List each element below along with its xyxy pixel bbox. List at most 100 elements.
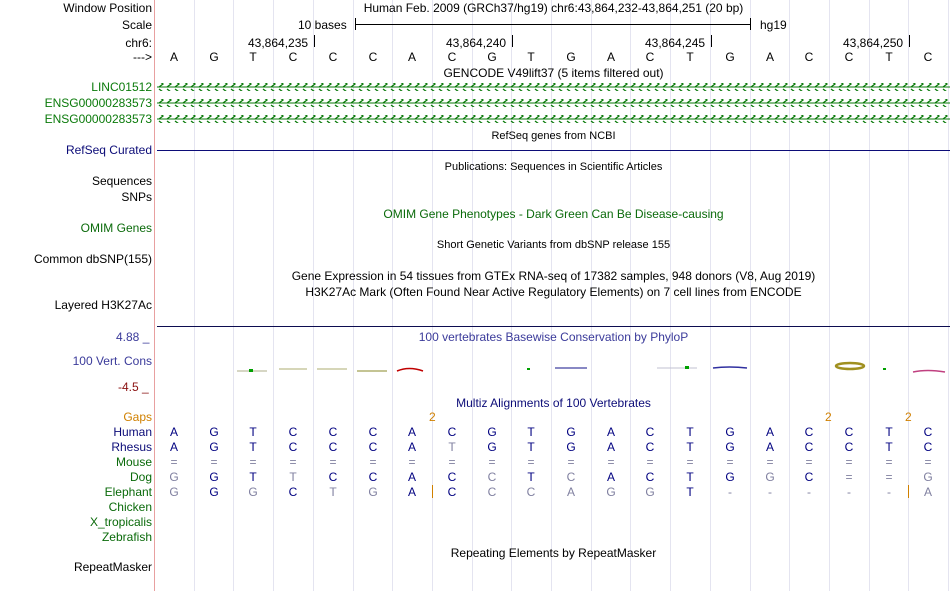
alignment-base: = [567,455,575,469]
common-dbsnp-label[interactable]: Common dbSNP(155) [33,252,152,266]
sequence-base: C [288,50,298,64]
alignment-base: = [408,455,416,469]
alignment-base: - [807,485,811,499]
assembly-position-text[interactable]: Human Feb. 2009 (GRCh37/hg19) chr6:43,86… [363,1,744,15]
gene-label-linc01512[interactable]: LINC01512 [91,80,152,94]
repeatmasker-label[interactable]: RepeatMasker [73,560,152,574]
alignment-base: C [288,425,298,439]
alignment-base: T [885,440,893,454]
alignment-base: G [169,470,179,484]
repeatmasker-track-title[interactable]: Repeating Elements by RepeatMasker [450,546,657,560]
scale-db-text: hg19 [760,18,787,32]
alignment-base: = [845,470,853,484]
species-label-zebrafish[interactable]: Zebrafish [101,530,152,544]
alignment-base: T [249,425,257,439]
alignment-base: = [488,455,496,469]
grid-line [392,0,393,591]
refseq-curated-label[interactable]: RefSeq Curated [65,143,152,157]
alignment-base: T [527,425,535,439]
alignment-base: T [289,470,297,484]
gene-label-ensg-2[interactable]: ENSG00000283573 [44,112,152,126]
alignment-base: G [209,425,219,439]
gencode-track-title[interactable]: GENCODE V49lift37 (5 items filtered out) [443,66,664,80]
alignment-base: = [170,455,178,469]
phylop-track-title[interactable]: 100 vertebrates Basewise Conservation by… [418,330,689,344]
gene-label-ensg-1[interactable]: ENSG00000283573 [44,96,152,110]
alignment-base: C [447,425,457,439]
species-label-chicken[interactable]: Chicken [108,500,152,514]
grid-line [710,0,711,591]
alignment-base: G [209,485,219,499]
scale-bar-right-tick [750,18,751,30]
alignment-base: C [844,425,854,439]
phylop-conservation-plot[interactable] [157,356,950,378]
grid-line [273,0,274,591]
position-label: 43,864,235 [248,36,309,50]
chromosome-label: chr6: [125,36,152,50]
alignment-base: C [368,425,378,439]
alignment-base: A [923,485,932,499]
sequence-base: T [686,50,694,64]
alignment-base: T [527,470,535,484]
alignment-base: C [487,470,497,484]
publications-track-title[interactable]: Publications: Sequences in Scientific Ar… [444,161,663,173]
refseq-track-title[interactable]: RefSeq genes from NCBI [491,130,616,142]
alignment-base: A [765,440,774,454]
phylop-label[interactable]: 100 Vert. Cons [72,354,152,368]
alignment-base: A [606,470,615,484]
alignment-base: C [368,470,378,484]
species-label-rhesus[interactable]: Rhesus [111,440,152,454]
alignment-base: = [924,455,932,469]
alignment-base: T [527,440,535,454]
phylop-max-value: 4.88 _ [116,330,150,344]
h3k27ac-track-title[interactable]: H3K27Ac Mark (Often Found Near Active Re… [305,285,802,299]
alignment-base: C [328,470,338,484]
omim-genes-label[interactable]: OMIM Genes [80,221,152,235]
position-tick [512,35,513,47]
alignment-base: C [288,485,298,499]
omim-track-title[interactable]: OMIM Gene Phenotypes - Dark Green Can Be… [383,207,724,221]
scale-bar [355,24,751,25]
alignment-base: C [804,425,814,439]
species-label-human[interactable]: Human [113,425,152,439]
species-label-elephant[interactable]: Elephant [104,485,152,499]
dbsnp-track-title[interactable]: Short Genetic Variants from dbSNP releas… [436,239,671,251]
grid-line [948,0,949,591]
phylop-min-value: -4.5 _ [118,380,149,394]
refseq-gene-line[interactable] [157,150,950,151]
multiz-track-title[interactable]: Multiz Alignments of 100 Vertebrates [456,396,651,410]
alignment-base: - [887,485,891,499]
gtex-track-title[interactable]: Gene Expression in 54 tissues from GTEx … [291,269,816,283]
alignment-base: - [847,485,851,499]
layered-h3k27ac-label[interactable]: Layered H3K27Ac [54,298,152,312]
sequence-base: G [566,50,576,64]
position-tick [909,35,910,47]
alignment-base: = [885,470,893,484]
alignment-base: G [487,425,497,439]
sequences-label[interactable]: Sequences [91,174,152,188]
alignment-base: A [566,485,575,499]
alignment-base: G [606,485,616,499]
species-label-x_tropicalis[interactable]: X_tropicalis [89,515,152,529]
alignment-base: G [209,470,219,484]
alignment-base: A [407,485,416,499]
alignment-base: C [447,470,457,484]
species-label-mouse[interactable]: Mouse [115,455,152,469]
grid-line [511,0,512,591]
sequence-base: G [209,50,219,64]
alignment-base: - [768,485,772,499]
scale-label: Scale [121,18,152,32]
gencode-gene-features[interactable] [157,80,950,126]
alignment-base: C [645,425,655,439]
gene-feature-ensg-2 [157,115,950,123]
gaps-label[interactable]: Gaps [123,410,152,424]
species-label-dog[interactable]: Dog [129,470,152,484]
sequence-base: C [447,50,457,64]
snps-label[interactable]: SNPs [121,190,152,204]
grid-line [353,0,354,591]
alignment-base: A [169,440,178,454]
alignment-base: G [725,440,735,454]
position-tick [314,35,315,47]
alignment-base: A [407,425,416,439]
alignment-base: C [804,440,814,454]
